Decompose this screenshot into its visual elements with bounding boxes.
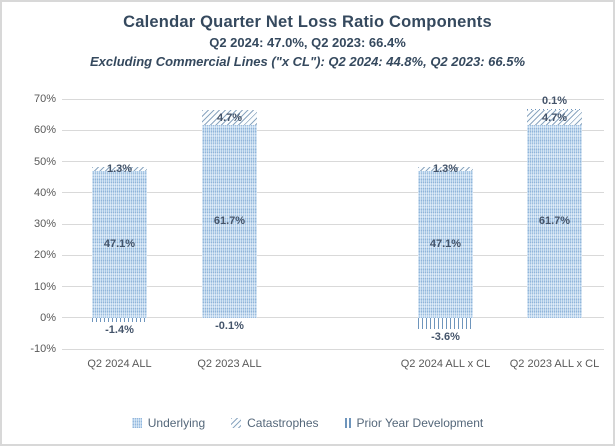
bar-segment-prior-year-development [92,317,147,323]
category-label: Q2 2024 ALL [87,358,152,370]
bar-segment-catastrophes [202,110,257,125]
chart-header: Calendar Quarter Net Loss Ratio Componen… [2,13,613,69]
gridline [62,223,604,225]
gridline [62,192,604,194]
legend-label: Prior Year Development [356,416,484,430]
y-axis-label: 70% [33,93,56,105]
category-label: Q2 2024 ALL x CL [400,358,491,370]
legend-item: Catastrophes [231,416,319,430]
legend-label: Underlying [147,416,206,430]
gridline [62,286,604,287]
y-axis-label: 20% [33,249,56,262]
bar-segment-underlying [92,170,147,318]
gridline [62,129,604,131]
bar-segment-catastrophes [92,166,147,171]
gridline [62,254,604,256]
category-label: Q2 2023 ALL [197,358,262,370]
bar-segment-underlying [418,170,473,318]
data-label-catastrophes: 1.3% [432,162,459,175]
legend-swatch-catastrophes [231,418,242,428]
y-axis-label: 50% [33,155,56,168]
bar-segment-underlying [527,124,582,318]
data-label-catastrophes: 1.3% [106,162,133,175]
data-label-underlying: 47.1% [429,238,462,251]
y-axis-label: 30% [33,218,56,230]
chart-subtitle-excluding-cl: Excluding Commercial Lines ("x CL"): Q2 … [90,54,525,69]
legend-swatch-underlying [131,418,142,428]
legend: Underlying Catastrophes Prior Year Develop… [2,416,613,430]
gridline [62,348,604,350]
bar-segment-prior-year-development [527,109,582,111]
y-axis-label: 60% [33,124,56,137]
gridline [62,317,604,319]
plot-area: 47.1% 1.3% -1.4% 61.7% 4.7% -0.1% 47.1% 1.3% -3.… [62,95,604,350]
data-label-underlying: 47.1% [103,238,136,251]
data-label-prior-year-development: 0.1% [541,95,568,108]
chart-subtitle: Q2 2024: 47.0%, Q2 2023: 66.4% [209,35,406,50]
chart-title: Calendar Quarter Net Loss Ratio Componen… [123,13,492,31]
legend-swatch-prior-year-development [344,418,351,428]
bar-segment-prior-year-development [418,317,473,329]
y-axis-label: 10% [33,280,56,293]
legend-label: Catastrophes [247,416,319,430]
gridline [62,161,604,162]
data-label-underlying: 61.7% [213,215,246,228]
data-label-catastrophes: 4.7% [216,111,243,124]
category-label: Q2 2023 ALL x CL [509,358,600,370]
y-axis-label: 40% [33,186,56,199]
bar-segment-catastrophes [527,110,582,125]
y-axis-label: -10% [30,343,56,355]
y-axis-label: 0% [40,311,56,324]
data-label-prior-year-development: -1.4% [105,324,134,337]
bar-segment-catastrophes [418,166,473,171]
data-label-underlying: 61.7% [538,215,571,228]
data-label-prior-year-development: -0.1% [215,320,244,333]
data-label-catastrophes: 4.7% [541,111,568,124]
gridline [62,98,604,100]
bar-segment-underlying [202,124,257,318]
legend-item: Underlying [131,416,206,430]
data-label-prior-year-development: -3.6% [431,331,460,343]
legend-item: Prior Year Development [344,416,484,430]
